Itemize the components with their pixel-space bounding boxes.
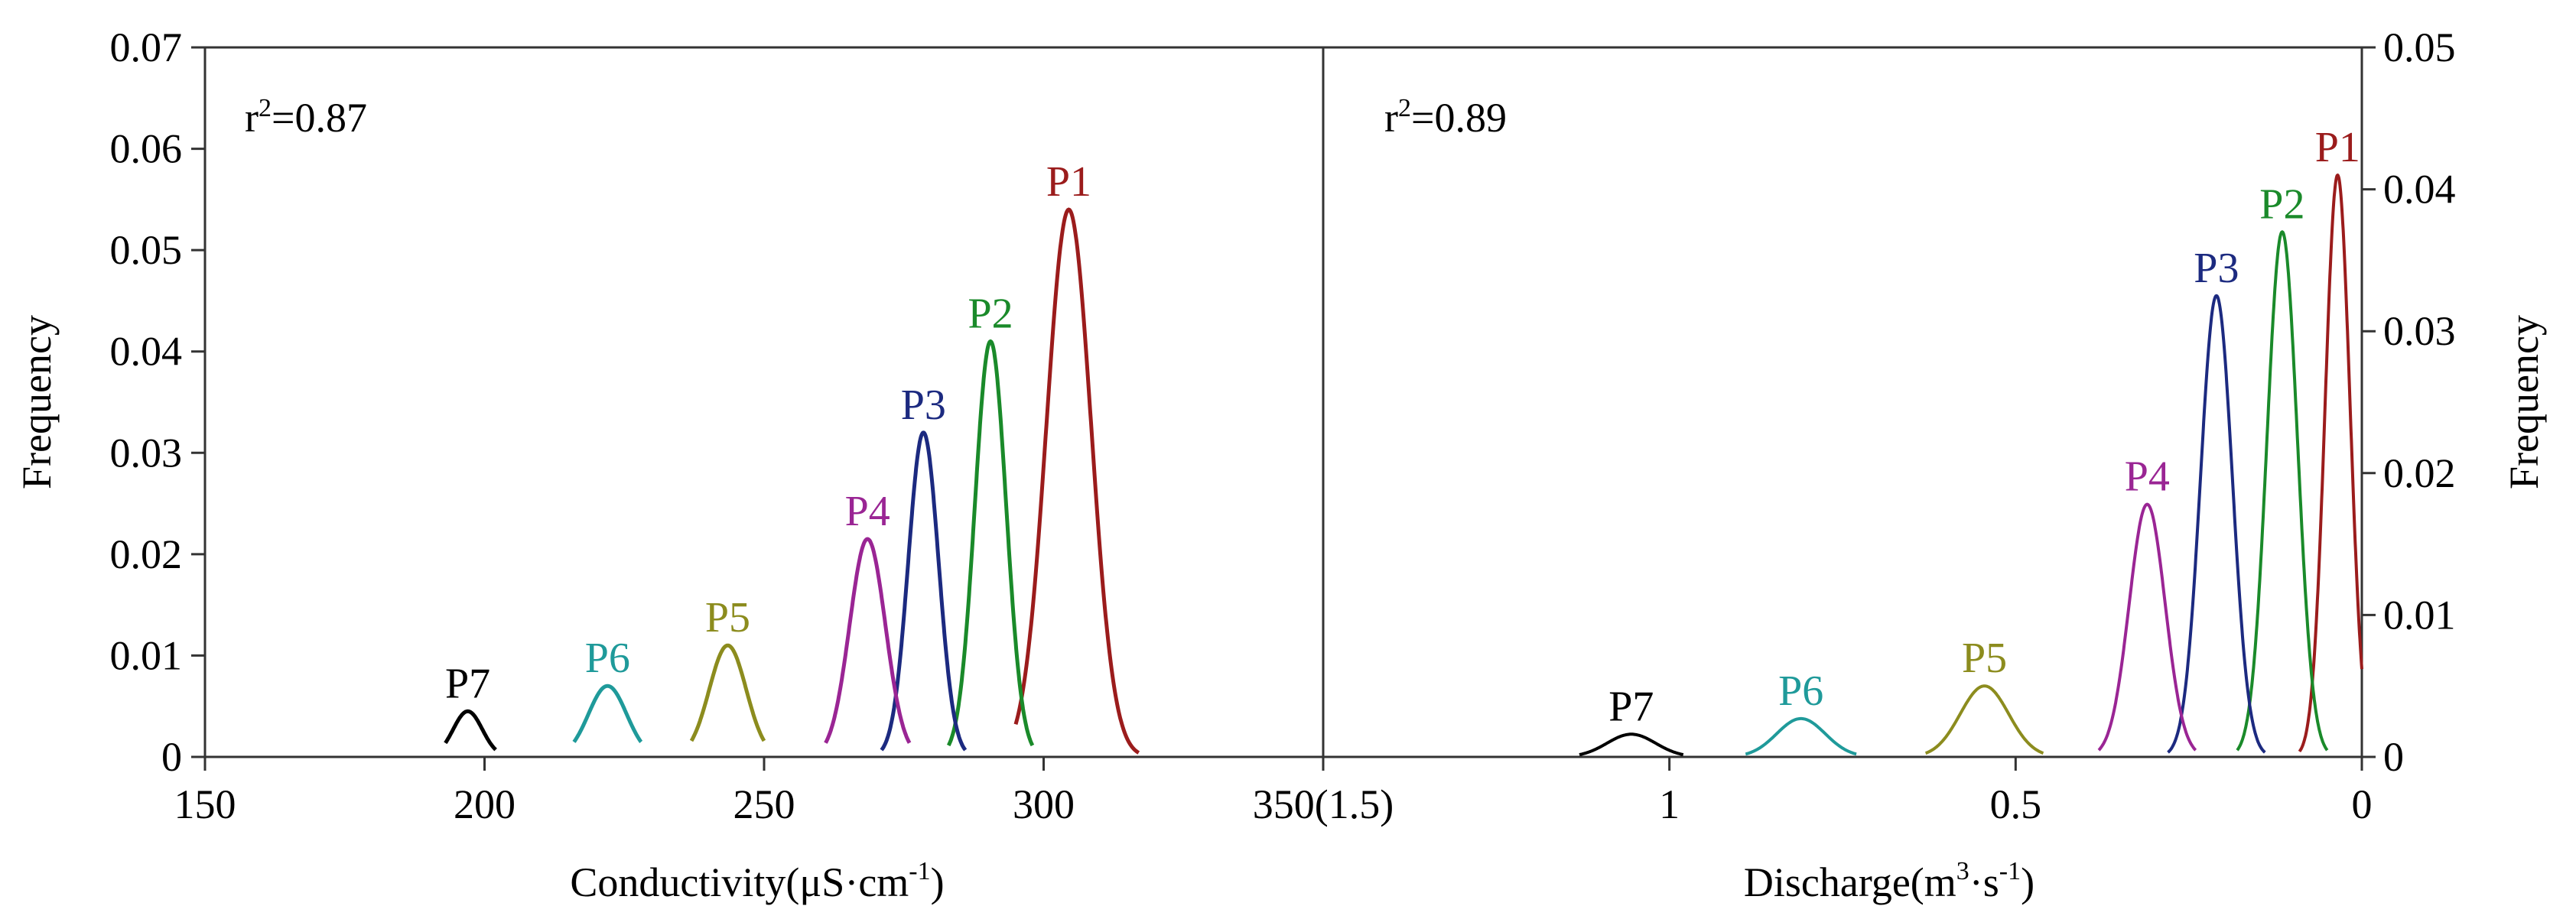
right-label-p2: P2: [2259, 180, 2304, 228]
right-y-tick-label: 0.03: [2383, 308, 2456, 354]
left-y-tick-label: 0: [161, 734, 182, 780]
axis-titles: r2=0.87 r2=0.89 Conductivity(μS·cm-1) Disch…: [14, 94, 2547, 905]
right-label-p1: P1: [2315, 124, 2360, 171]
right-label-p7: P7: [1608, 683, 1654, 730]
left-x-tick-label: 200: [454, 781, 516, 827]
left-curve-p2: [946, 339, 1035, 747]
left-y-tick-label: 0.06: [110, 126, 183, 172]
left-label-p1: P1: [1046, 158, 1091, 206]
left-y-tick-label: 0.02: [110, 531, 183, 577]
left-y-axis: 0 0.01 0.02 0.03 0.04 0.05 0.06 0.07: [110, 24, 205, 780]
right-curve-p2: [2236, 229, 2329, 752]
right-label-p5: P5: [1962, 635, 2007, 682]
left-label-p5: P5: [705, 594, 750, 641]
right-x-tick-label: 350(1.5): [1253, 781, 1394, 827]
left-curve-p1: [1013, 207, 1140, 755]
left-label-p4: P4: [845, 488, 890, 535]
right-label-p3: P3: [2194, 245, 2239, 292]
right-curve-p7: [1579, 732, 1684, 756]
right-y-tick-label: 0.02: [2383, 450, 2456, 496]
right-y-tick-label: 0.01: [2383, 592, 2456, 638]
left-x-tick-label: 250: [733, 781, 795, 827]
left-x-axis-title: Conductivity(μS·cm-1): [570, 857, 944, 905]
x-axis: 150 200 250 300 350(1.5) 1 0.5 0: [174, 757, 2373, 827]
right-label-p6: P6: [1778, 667, 1823, 715]
left-curve-p5: [689, 643, 766, 742]
right-x-axis-title: Discharge(m3·s-1): [1744, 857, 2034, 905]
left-label-p6: P6: [585, 635, 630, 682]
plot-frame: [203, 46, 2363, 758]
right-y-tick-label: 0.05: [2383, 24, 2456, 70]
left-r-squared: r2=0.87: [245, 94, 367, 141]
right-r-squared: r2=0.89: [1384, 94, 1507, 141]
right-curve-p4: [2097, 502, 2197, 752]
right-label-p4: P4: [2125, 453, 2170, 501]
left-y-tick-label: 0.07: [110, 24, 183, 70]
distribution-curves: [444, 173, 2363, 756]
right-curve-p1: [2298, 173, 2363, 752]
left-curve-p3: [880, 430, 968, 752]
left-curve-p6: [572, 684, 643, 744]
right-curve-p3: [2167, 294, 2266, 754]
right-y-axis: 0 0.01 0.02 0.03 0.04 0.05: [2362, 24, 2456, 780]
right-y-axis-title: Frequency: [2501, 315, 2547, 489]
right-x-tick-label: 1: [1659, 781, 1680, 827]
right-y-tick-label: 0: [2383, 734, 2404, 780]
left-curve-p7: [444, 709, 497, 752]
right-y-tick-label: 0.04: [2383, 167, 2456, 213]
left-x-tick-label: 300: [1013, 781, 1075, 827]
left-label-p2: P2: [968, 290, 1013, 337]
right-x-tick-label: 0.5: [1990, 781, 2042, 827]
left-label-p7: P7: [445, 660, 490, 707]
right-curve-p5: [1925, 684, 2044, 755]
left-curve-p4: [824, 537, 912, 744]
left-y-tick-label: 0.05: [110, 227, 183, 273]
right-x-tick-label: 0: [2352, 781, 2373, 827]
right-curve-p6: [1745, 716, 1857, 756]
left-y-tick-label: 0.01: [110, 632, 183, 678]
left-label-p3: P3: [901, 382, 946, 429]
left-y-tick-label: 0.03: [110, 430, 183, 476]
left-x-tick-label: 150: [174, 781, 236, 827]
left-y-tick-label: 0.04: [110, 329, 183, 375]
left-y-axis-title: Frequency: [14, 315, 60, 489]
